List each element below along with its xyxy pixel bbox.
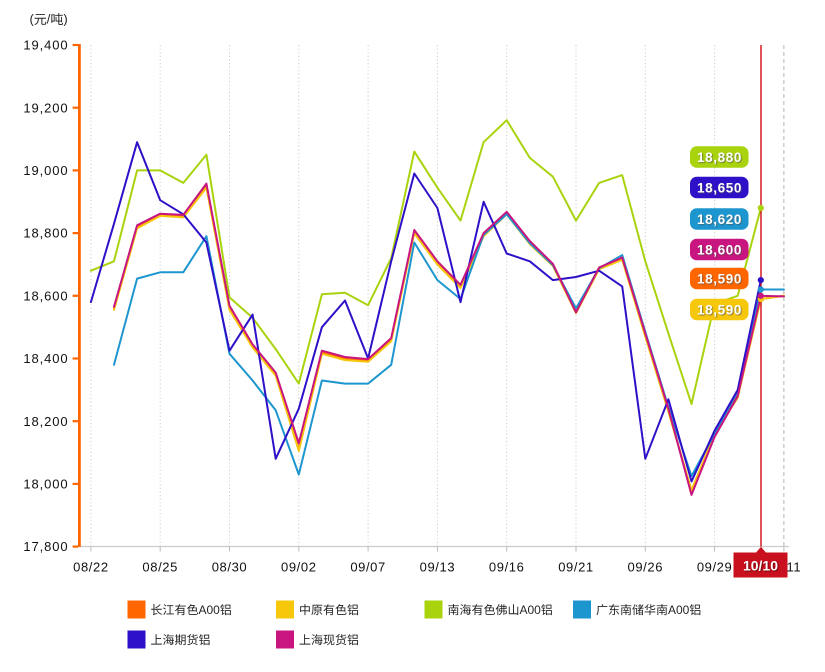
svg-text:18,400: 18,400: [23, 351, 68, 366]
svg-text:18,650: 18,650: [697, 180, 742, 195]
svg-text:A00: A00: [520, 603, 542, 617]
svg-text:(: (: [30, 12, 35, 27]
svg-text:18,620: 18,620: [697, 212, 742, 227]
svg-text:08/30: 08/30: [212, 560, 248, 575]
svg-text:18,600: 18,600: [23, 288, 68, 303]
svg-text:18,600: 18,600: [697, 242, 742, 257]
svg-text:19,000: 19,000: [23, 163, 68, 178]
svg-text:10/10: 10/10: [743, 558, 778, 574]
svg-text:19,200: 19,200: [23, 100, 68, 115]
svg-text:09/26: 09/26: [628, 560, 664, 575]
svg-text:18,200: 18,200: [23, 414, 68, 429]
svg-text:09/13: 09/13: [420, 560, 456, 575]
svg-text:19,400: 19,400: [23, 38, 68, 53]
svg-text:08/22: 08/22: [73, 560, 109, 575]
svg-text:09/02: 09/02: [281, 560, 317, 575]
svg-text:17,800: 17,800: [23, 539, 68, 554]
svg-text:): ): [63, 12, 67, 27]
svg-text:08/25: 08/25: [142, 560, 178, 575]
svg-text:18,590: 18,590: [697, 271, 742, 286]
svg-text:18,590: 18,590: [697, 302, 742, 317]
svg-text:A00: A00: [199, 603, 221, 617]
svg-text:/: /: [47, 12, 51, 27]
svg-text:A00: A00: [668, 603, 690, 617]
svg-text:18,880: 18,880: [697, 150, 742, 165]
svg-text:18,800: 18,800: [23, 226, 68, 241]
svg-text:09/07: 09/07: [350, 560, 386, 575]
svg-text:09/29: 09/29: [697, 560, 733, 575]
svg-text:09/21: 09/21: [558, 560, 594, 575]
svg-text:18,000: 18,000: [23, 477, 68, 492]
svg-text:09/16: 09/16: [489, 560, 525, 575]
